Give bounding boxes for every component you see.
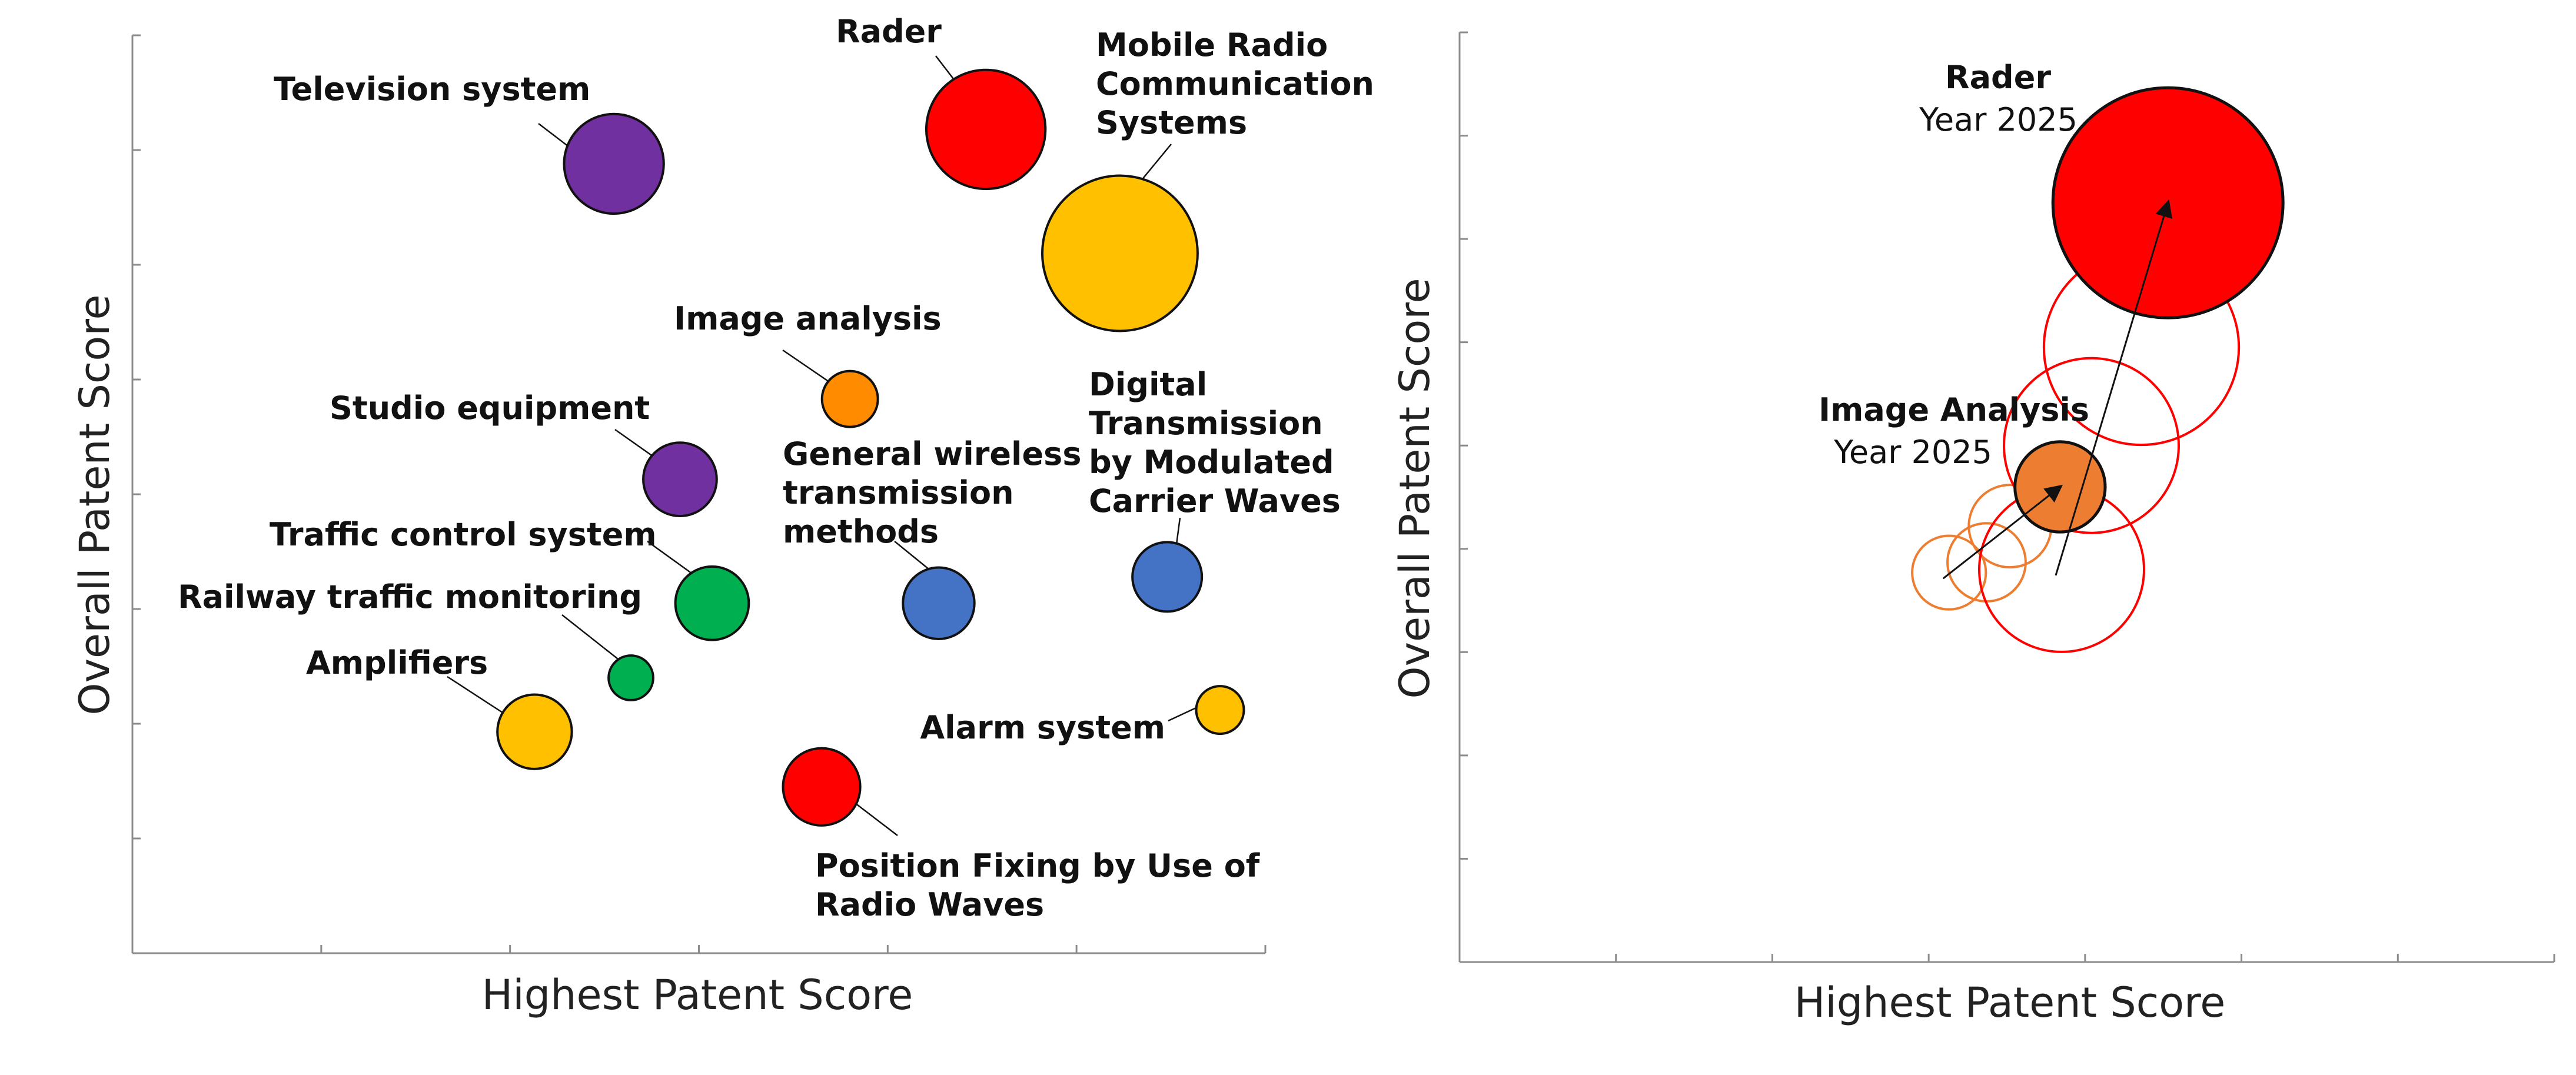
bubble-image-analysis: [820, 370, 879, 428]
label-line: Mobile Radio: [1096, 26, 1328, 64]
bubble-rader: [925, 68, 1047, 191]
left-x-axis-label: Highest Patent Score: [482, 971, 913, 1019]
leader-line-amplifiers: [447, 675, 507, 716]
label-image-analysis-year: Year 2025: [1833, 434, 1992, 471]
right-y-axis-label: Overall Patent Score: [1391, 278, 1439, 698]
label-line: Image analysis: [674, 300, 942, 337]
label-line: Television system: [274, 71, 590, 108]
label-line: Studio equipment: [330, 390, 650, 427]
right-trend-arrows: [1942, 199, 2173, 580]
label-line: General wireless: [783, 435, 1081, 472]
label-line: Alarm system: [920, 709, 1165, 746]
label-mobile-radio-communication-systems: Mobile Radio Communication Systems: [1096, 26, 1374, 141]
label-line: Radio Waves: [815, 886, 1044, 923]
label-line: Carrier Waves: [1089, 482, 1341, 520]
bubble-railway-traffic-monitoring: [607, 654, 654, 701]
label-line: Digital: [1089, 366, 1207, 403]
trend-arrow-image-analysis: [1942, 484, 2063, 580]
label-digital-transmission-by-modulated-carrier-waves: Digital Transmission by Modulated Carrier W…: [1089, 366, 1341, 520]
bubble-alarm-system: [1195, 685, 1245, 735]
left-axes: [131, 34, 1267, 954]
right-bubble-chart: Rader Year 2025 Image Analysis Year 2025 Hi…: [1391, 31, 2555, 1027]
label-railway-traffic-monitoring: Railway traffic monitoring: [178, 578, 642, 615]
label-line: transmission: [783, 474, 1014, 511]
label-line: methods: [783, 513, 939, 550]
bubble-amplifiers: [496, 693, 573, 770]
label-general-wireless-transmission-methods: General wireless transmission methods: [783, 435, 1081, 550]
left-bubble-chart: Rader Mobile Radio Communication Systems Tel…: [71, 13, 1374, 1019]
right-axes: [1458, 31, 2555, 963]
left-bubbles: [496, 68, 1245, 827]
label-line: Position Fixing by Use of: [815, 847, 1260, 884]
left-bubble-labels: Rader Mobile Radio Communication Systems Tel…: [178, 13, 1374, 923]
bubble-rader-final: [2051, 86, 2285, 319]
label-line: Systems: [1096, 104, 1247, 141]
bubble-image-analysis-history: [1911, 534, 1987, 611]
label-rader: Rader: [836, 13, 942, 50]
label-alarm-system: Alarm system: [920, 709, 1165, 746]
bubble-traffic-control-system: [674, 565, 750, 641]
label-line: Railway traffic monitoring: [178, 578, 642, 615]
bubble-television-system: [563, 112, 665, 215]
label-line: Rader: [836, 13, 942, 50]
bubble-digital-transmission-by-modulated-carrier-waves: [1131, 541, 1204, 613]
leader-line-railway-traffic-monitoring: [561, 614, 619, 660]
label-image-analysis: Image analysis: [674, 300, 942, 337]
label-traffic-control-system: Traffic control system: [270, 516, 657, 553]
label-rader: Rader: [1945, 59, 2051, 96]
trend-arrow-rader: [2055, 199, 2173, 576]
label-line: Transmission: [1089, 405, 1323, 442]
label-image-analysis: Image Analysis: [1819, 391, 2089, 428]
right-bubbles: [1911, 86, 2285, 653]
bubble-mobile-radio-communication-systems: [1041, 174, 1199, 332]
label-position-fixing-by-use-of-radio-waves: Position Fixing by Use of Radio Waves: [815, 847, 1260, 923]
right-x-axis-label: Highest Patent Score: [1794, 979, 2226, 1027]
bubble-general-wireless-transmission-methods: [902, 566, 976, 640]
label-television-system: Television system: [274, 71, 590, 108]
label-studio-equipment: Studio equipment: [330, 390, 650, 427]
bubble-rader-history: [2002, 357, 2180, 534]
right-bubble-labels: Rader Year 2025 Image Analysis Year 2025: [1819, 59, 2089, 471]
bubble-position-fixing-by-use-of-radio-waves: [782, 747, 862, 827]
label-line: Amplifiers: [306, 644, 488, 681]
label-line: Traffic control system: [270, 516, 657, 553]
bubble-studio-equipment: [642, 441, 718, 518]
label-amplifiers: Amplifiers: [306, 644, 488, 681]
label-line: Communication: [1096, 65, 1374, 102]
label-line: by Modulated: [1089, 444, 1334, 481]
label-rader-year: Year 2025: [1919, 101, 2078, 138]
left-y-axis-label: Overall Patent Score: [71, 294, 119, 715]
